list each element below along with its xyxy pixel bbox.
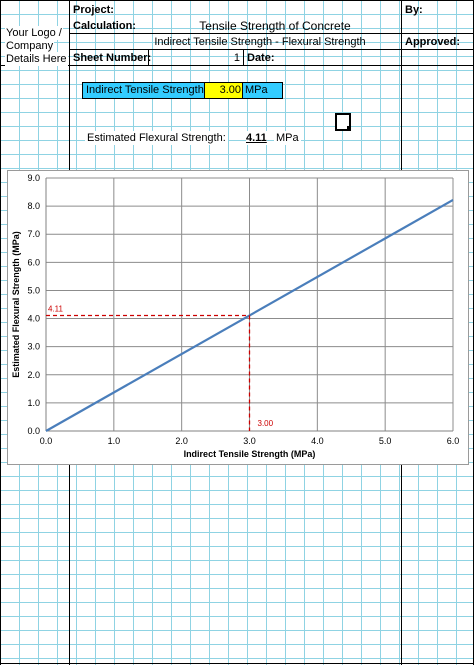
flexural-strength-unit: MPa bbox=[274, 131, 301, 145]
tensile-strength-input[interactable]: 3.00 bbox=[204, 82, 244, 99]
tensile-strength-value: 3.00 bbox=[219, 84, 241, 96]
x-tick-label-0: 0.0 bbox=[40, 436, 53, 446]
header-bottom-border bbox=[0, 65, 474, 66]
x-tick-label-6: 6.0 bbox=[447, 436, 460, 446]
calculation-title[interactable]: Tensile Strength of Concrete bbox=[199, 19, 351, 33]
date-label[interactable]: Date: bbox=[247, 52, 275, 64]
by-label[interactable]: By: bbox=[405, 4, 423, 16]
x-tick-label-1: 1.0 bbox=[108, 436, 121, 446]
x-tick-label-3: 3.0 bbox=[243, 436, 256, 446]
chart-svg: 0.0 1.0 2.0 3.0 4.0 5.0 6.0 0.0 1.0 2.0 3.0 4.0 5.0 6… bbox=[11, 173, 460, 459]
marker-x-label: 3.00 bbox=[258, 419, 274, 428]
logo-line-1: Your Logo / bbox=[5, 26, 63, 40]
flexural-strength-value: 4.11 bbox=[246, 131, 267, 145]
y-tick-label-4: 4.0 bbox=[27, 314, 40, 324]
tensile-strength-unit-cell: MPa bbox=[242, 82, 283, 99]
x-tick-label-2: 2.0 bbox=[175, 436, 188, 446]
sheet-number-label[interactable]: Sheet Number: bbox=[73, 52, 152, 64]
x-tick-label-5: 5.0 bbox=[379, 436, 392, 446]
project-label[interactable]: Project: bbox=[73, 4, 114, 16]
y-tick-label-8: 8.0 bbox=[27, 201, 40, 211]
x-tick-label-4: 4.0 bbox=[311, 436, 324, 446]
y-tick-label-0: 0.0 bbox=[27, 426, 40, 436]
header-divider-1 bbox=[69, 33, 474, 34]
header-top-border bbox=[0, 0, 474, 1]
tensile-strength-label: Indirect Tensile Strength bbox=[86, 84, 204, 96]
date-divider bbox=[243, 49, 244, 65]
sheet-number-divider bbox=[148, 49, 149, 65]
sheet-bottom-border bbox=[0, 663, 474, 664]
sheet-number-value[interactable]: 1 bbox=[233, 52, 240, 64]
y-tick-label-2: 2.0 bbox=[27, 370, 40, 380]
y-tick-label-1: 1.0 bbox=[27, 398, 40, 408]
marker-y-label: 4.11 bbox=[48, 304, 64, 313]
logo-line-3: Details Here bbox=[5, 52, 68, 66]
y-tick-label-3: 3.0 bbox=[27, 342, 40, 352]
y-tick-label-5: 5.0 bbox=[27, 285, 40, 295]
x-axis-title: Indirect Tensile Strength (MPa) bbox=[184, 449, 316, 459]
y-tick-label-6: 6.0 bbox=[27, 257, 40, 267]
sheet-left-border bbox=[0, 0, 1, 665]
calculation-label[interactable]: Calculation: bbox=[73, 20, 136, 32]
y-axis-title: Estimated Flexural Strength (MPa) bbox=[11, 231, 21, 378]
embedded-object-handle[interactable] bbox=[347, 126, 350, 129]
flexural-strength-label: Estimated Flexural Strength: bbox=[85, 131, 228, 145]
logo-line-2: Company bbox=[5, 39, 55, 53]
header-divider-2 bbox=[69, 49, 474, 50]
y-tick-label-9: 9.0 bbox=[27, 173, 40, 183]
y-tick-label-7: 7.0 bbox=[27, 229, 40, 239]
approved-label[interactable]: Approved: bbox=[405, 36, 460, 48]
chart-area[interactable]: 0.0 1.0 2.0 3.0 4.0 5.0 6.0 0.0 1.0 2.0 3.0 4.0 5.0 6… bbox=[7, 170, 469, 465]
tensile-strength-label-cell: Indirect Tensile Strength bbox=[82, 82, 207, 99]
calculation-subtitle[interactable]: Indirect Tensile Strength - Flexural Str… bbox=[154, 36, 366, 48]
tensile-strength-unit: MPa bbox=[245, 84, 268, 96]
